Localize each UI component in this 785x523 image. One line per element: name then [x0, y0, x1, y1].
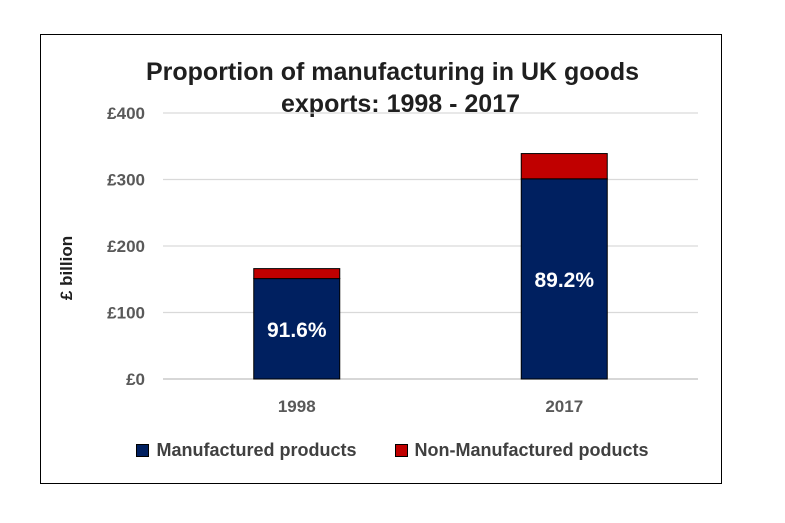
chart-frame: [40, 34, 722, 484]
legend-swatch: [394, 444, 408, 457]
y-tick-label: £0: [126, 370, 145, 389]
y-tick-label: £300: [107, 171, 145, 190]
x-axis-ticks: 1998 2017: [278, 397, 583, 416]
y-tick-label: £100: [107, 304, 145, 323]
legend-item-non-manufactured: Non-Manufactured poducts: [394, 440, 649, 461]
bar-group: 91.6% 89.2%: [253, 153, 608, 380]
y-axis-label: £ billion: [57, 236, 76, 300]
x-tick-label: 2017: [545, 397, 583, 416]
y-tick-label: £400: [107, 104, 145, 123]
legend-swatch: [136, 444, 150, 457]
legend-label: Non-Manufactured poducts: [414, 440, 649, 460]
legend-label: Manufactured products: [156, 440, 357, 460]
bar-non-manufactured-2017: [520, 153, 608, 180]
data-label: 89.2%: [534, 269, 594, 292]
bar-manufactured-1998: [253, 278, 341, 380]
legend-item-manufactured: Manufactured products: [136, 440, 357, 461]
gridlines: [163, 112, 698, 380]
legend: Manufactured products Non-Manufactured po…: [0, 440, 785, 461]
bar-non-manufactured-1998: [253, 268, 341, 280]
chart-title-line-1: Proportion of manufacturing in UK goods: [145, 58, 640, 86]
data-label: 91.6%: [267, 319, 327, 342]
x-tick-label: 1998: [278, 397, 316, 416]
bar-manufactured-2017: [520, 178, 608, 380]
y-axis-ticks: £0 £100 £200 £300 £400: [107, 104, 145, 389]
y-tick-label: £200: [107, 237, 145, 256]
